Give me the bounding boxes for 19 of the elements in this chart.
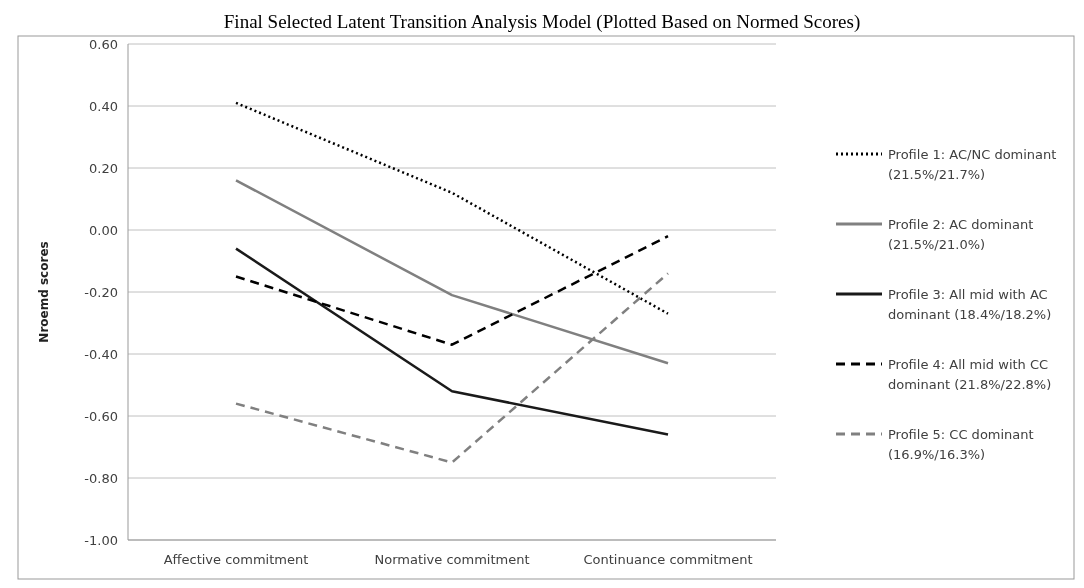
y-tick-label: -0.80 [84, 470, 118, 486]
x-tick-label: Continuance commitment [583, 552, 753, 567]
y-tick-label: 0.40 [89, 98, 118, 114]
legend-label: Profile 1: AC/NC dominant (21.5%/21.7%) [888, 147, 1057, 182]
chart-title: Final Selected Latent Transition Analysis Model (Plotted Based on Normed Scores) [223, 11, 861, 33]
y-tick-label: -0.20 [84, 284, 118, 300]
y-tick-label: 0.20 [89, 160, 118, 176]
x-tick-label: Normative commitment [374, 552, 530, 567]
legend-label: Profile 5: CC dominant (16.9%/16.3%) [888, 427, 1034, 462]
legend-label: Profile 3: All mid with AC dominant (18.4%/18.2%) [888, 287, 1052, 322]
y-tick-label: -1.00 [84, 532, 118, 548]
y-tick-label: -0.40 [84, 346, 118, 362]
y-axis-title: Nroemd scores [37, 241, 51, 343]
y-tick-label: -0.60 [84, 408, 118, 424]
legend-label: Profile 4: All mid with CC dominant (21.8%/22.8%) [888, 357, 1052, 392]
legend-label: Profile 2: AC dominant (21.5%/21.0%) [888, 217, 1034, 252]
y-tick-label: 0.60 [89, 36, 118, 52]
y-tick-label: 0.00 [89, 222, 118, 238]
x-tick-label: Affective commitment [163, 552, 309, 567]
